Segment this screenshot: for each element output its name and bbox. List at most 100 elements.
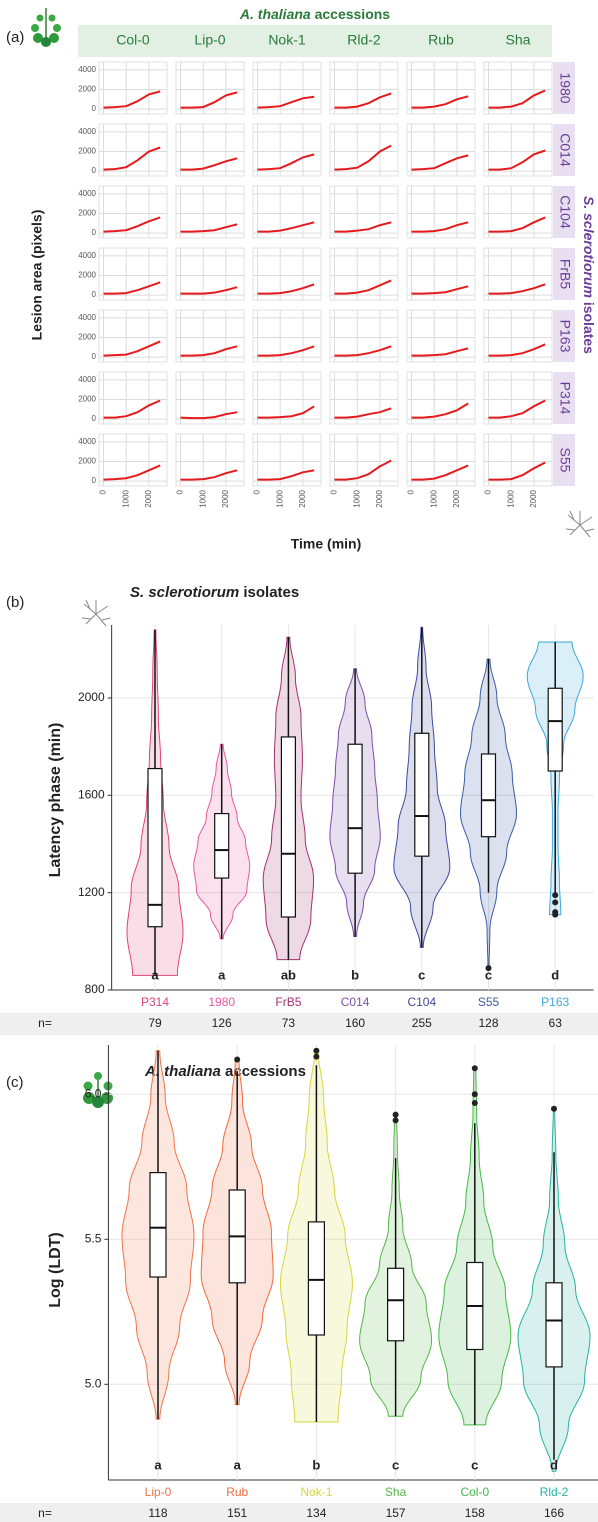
y-tick-label: 4000: [78, 251, 96, 260]
outlier: [551, 1105, 557, 1112]
box: [147, 767, 163, 928]
mean-curve: [257, 153, 315, 171]
mean-curve: [257, 221, 315, 233]
chart-title: A. thaliana accessions: [144, 1063, 306, 1080]
title-rest: accessions: [225, 1063, 306, 1080]
y-tick-label: 2000: [78, 333, 96, 342]
mean-curve: [488, 283, 546, 295]
x-tick-label: S55: [478, 995, 500, 1009]
n-value: 63: [549, 1016, 563, 1030]
title-species: S. sclerotiorum: [130, 584, 239, 601]
y-tick-label: 6.0: [85, 1086, 102, 1100]
x-tick-label: 2000: [298, 489, 307, 507]
x-tick-label: 0: [253, 489, 262, 494]
panel-label: (b): [6, 594, 24, 611]
x-tick-label: 1000: [121, 489, 130, 507]
mean-curve: [180, 223, 238, 233]
n-label: n=: [38, 1506, 52, 1520]
group-letter: a: [151, 967, 159, 982]
column-label: Lip-0: [194, 32, 225, 48]
x-tick-label: 1000: [506, 489, 515, 507]
mean-curve: [411, 464, 469, 481]
row-strip: [553, 186, 575, 238]
panel-bg: [98, 247, 168, 301]
row-strip: [553, 310, 575, 362]
mean-curve: [411, 285, 469, 295]
y-tick-label: 1600: [78, 788, 105, 802]
outlier: [552, 911, 559, 918]
mean-curve: [488, 343, 546, 357]
panel-bg: [329, 123, 399, 177]
mean-curve: [411, 154, 469, 171]
mean-curve: [488, 461, 546, 481]
y-tick-label: 2000: [78, 85, 96, 94]
y-tick-label: 2000: [78, 209, 96, 218]
y-tick-label: 4000: [78, 127, 96, 136]
mean-curve: [334, 459, 392, 481]
chart-title: A. thaliana accessions: [239, 6, 390, 22]
x-tick-label: 2000: [221, 489, 230, 507]
mean-curve: [257, 405, 315, 419]
mean-curve: [103, 146, 161, 171]
panel-bg: [175, 371, 245, 425]
panel-label: (c): [6, 1074, 24, 1091]
row-label: P314: [557, 382, 573, 415]
column-label: Rub: [428, 32, 454, 48]
box: [547, 687, 563, 772]
column-label: Nok-1: [268, 32, 306, 48]
plant-icon: [83, 1072, 113, 1108]
group-letter: c: [392, 1457, 399, 1472]
outlier: [234, 1056, 241, 1063]
mean-curve: [411, 402, 469, 419]
x-tick-label: 0: [484, 489, 493, 494]
y-tick-label: 4000: [78, 375, 96, 384]
n-value: 158: [465, 1506, 485, 1520]
x-tick-label: 2000: [144, 489, 153, 507]
y-tick-label: 4000: [78, 313, 96, 322]
y-tick-label: 4000: [78, 189, 96, 198]
outlier: [313, 1047, 320, 1054]
panel-bg: [406, 247, 476, 301]
y-tick-label: 0: [92, 476, 97, 485]
x-tick-label: Lip-0: [145, 1485, 172, 1499]
n-value: 79: [148, 1016, 162, 1030]
panel-bg: [329, 433, 399, 487]
x-tick-label: 0: [330, 489, 339, 494]
y-tick-label: 0: [92, 104, 97, 113]
n-value: 160: [345, 1016, 365, 1030]
mean-curve: [488, 149, 546, 171]
fungus-icon: [81, 599, 111, 627]
n-band: [0, 1503, 598, 1522]
mean-curve: [180, 286, 238, 295]
group-letter: a: [218, 967, 226, 982]
x-tick-label: Nok-1: [300, 1485, 332, 1499]
y-tick-label: 0: [92, 228, 97, 237]
y-tick-label: 0: [92, 414, 97, 423]
outlier: [552, 892, 559, 899]
y-tick-label: 0: [92, 166, 97, 175]
side-title: S. sclerotiorum isolates: [581, 196, 597, 354]
y-tick-label: 5.5: [85, 1231, 102, 1245]
row-label: C014: [557, 133, 573, 167]
box: [214, 812, 230, 879]
x-tick-label: 1000: [275, 489, 284, 507]
x-tick-label: 1000: [429, 489, 438, 507]
box: [414, 732, 430, 857]
y-tick-label: 5.0: [85, 1376, 102, 1390]
group-letter: c: [418, 967, 425, 982]
group-letter: a: [154, 1457, 162, 1472]
box: [545, 1282, 563, 1368]
mean-curve: [103, 281, 161, 295]
panel-bg: [175, 185, 245, 239]
panel-label: (a): [6, 29, 24, 46]
mean-curve: [103, 90, 161, 109]
mean-curve: [257, 95, 315, 109]
group-letter: d: [550, 1457, 558, 1472]
y-tick-label: 2000: [78, 690, 105, 704]
row-label: P163: [557, 320, 573, 353]
mean-curve: [488, 216, 546, 233]
mean-curve: [180, 157, 238, 171]
outlier: [471, 1065, 478, 1072]
x-tick-label: 0: [407, 489, 416, 494]
mean-curve: [257, 283, 315, 295]
